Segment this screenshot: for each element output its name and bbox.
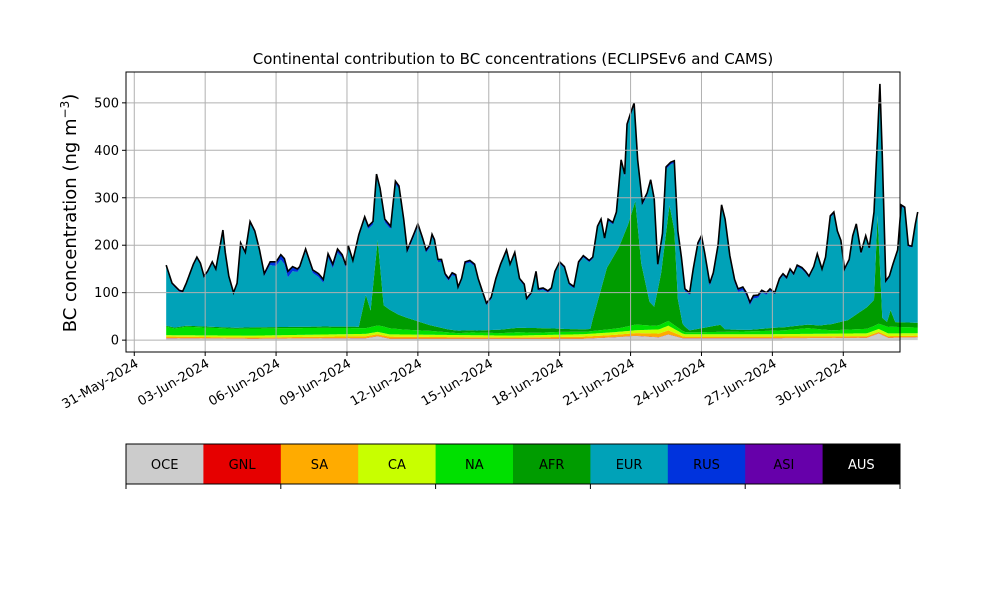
legend-swatch-ca — [358, 444, 437, 484]
x-tick-label-7: 21-Jun-2024 — [561, 356, 638, 409]
legend-frame — [125, 443, 901, 485]
area-oce — [166, 333, 918, 341]
x-tick-label-1: 03-Jun-2024 — [135, 356, 212, 409]
legend-label-rus: RUS — [693, 458, 720, 473]
area-eur — [166, 85, 918, 331]
area-na — [166, 320, 918, 336]
y-axis-label-sup: −3 — [58, 101, 72, 119]
area-sa — [166, 330, 918, 339]
x-tick-label-0: 31-May-2024 — [60, 356, 142, 412]
legend-label-gnl: GNL — [229, 458, 257, 473]
y-tick-label-2: 200 — [94, 239, 119, 254]
area-ca — [166, 325, 918, 338]
x-tick-label-9: 27-Jun-2024 — [703, 356, 780, 409]
legend: OCE GNL SA CA NA AFR EUR RUS ASI AUS — [125, 443, 901, 489]
legend-swatch-oce — [126, 444, 204, 484]
area-aus-outline — [165, 83, 919, 305]
grid — [126, 72, 900, 352]
axes: 31-May-202403-Jun-202406-Jun-202409-Jun-… — [60, 96, 851, 412]
plot-area — [165, 83, 919, 341]
legend-swatch-aus — [822, 444, 901, 484]
legend-label-afr: AFR — [539, 458, 564, 473]
y-axis-label-close: ) — [60, 94, 81, 101]
y-tick-label-0: 0 — [111, 334, 119, 349]
legend-swatch-rus — [667, 444, 746, 484]
legend-label-ca: CA — [388, 458, 406, 473]
y-axis-label-main: BC concentration (ng m — [60, 118, 81, 332]
legend-label-sa: SA — [311, 458, 328, 473]
plot-frame — [125, 71, 901, 353]
x-tick-label-3: 09-Jun-2024 — [277, 356, 354, 409]
legend-swatch-eur — [590, 444, 669, 484]
legend-swatch-na — [435, 444, 514, 484]
y-tick-label-3: 300 — [94, 191, 119, 206]
legend-label-oce: OCE — [151, 458, 179, 473]
legend-swatch-gnl — [203, 444, 282, 484]
y-tick-label-5: 500 — [94, 96, 119, 111]
chart-title: Continental contribution to BC concentra… — [253, 50, 774, 68]
legend-label-asi: ASI — [773, 458, 794, 473]
legend-label-na: NA — [465, 458, 484, 473]
y-axis-label: BC concentration (ng m−3) — [58, 94, 81, 333]
legend-swatch-sa — [280, 444, 359, 484]
legend-label-aus: AUS — [848, 458, 875, 473]
x-tick-label-10: 30-Jun-2024 — [773, 356, 850, 409]
x-tick-label-2: 06-Jun-2024 — [206, 356, 283, 409]
legend-swatch-afr — [513, 444, 591, 484]
y-tick-label-4: 400 — [94, 144, 119, 159]
y-tick-label-1: 100 — [94, 286, 119, 301]
x-tick-label-4: 12-Jun-2024 — [348, 356, 425, 409]
x-tick-label-8: 24-Jun-2024 — [632, 356, 709, 409]
x-tick-label-6: 18-Jun-2024 — [490, 356, 567, 409]
legend-label-eur: EUR — [616, 458, 643, 473]
legend-swatch-asi — [745, 444, 824, 484]
x-tick-label-5: 15-Jun-2024 — [419, 356, 496, 409]
